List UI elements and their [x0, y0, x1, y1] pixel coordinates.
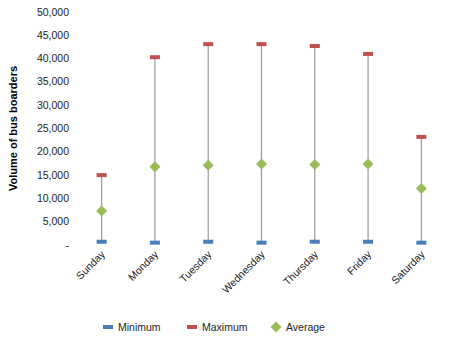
marker-diamond [256, 158, 267, 169]
x-tick-label: Wednesday [219, 247, 267, 295]
x-tick-label: Tuesday [177, 247, 214, 284]
legend-swatch [187, 325, 197, 329]
y-tick [71, 128, 75, 129]
legend-label: Minimum [118, 321, 161, 333]
y-tick [71, 175, 75, 176]
x-tick-label: Saturday [389, 247, 428, 286]
x-tick-label: Friday [344, 247, 374, 277]
range-line [314, 46, 315, 242]
y-axis-label: Volume of bus boarders [7, 66, 19, 191]
legend-swatch [271, 322, 282, 333]
y-tick [71, 81, 75, 82]
marker-dash [97, 240, 107, 244]
y-tick [71, 58, 75, 59]
marker-dash [416, 135, 426, 139]
y-tick [71, 245, 75, 246]
marker-diamond [363, 158, 374, 169]
y-tick-label: 5,000 [43, 215, 69, 227]
marker-dash [310, 44, 320, 48]
marker-dash [363, 240, 373, 244]
legend-label: Maximum [202, 321, 248, 333]
marker-dash [310, 240, 320, 244]
marker-dash [363, 52, 373, 56]
marker-diamond [96, 205, 107, 216]
range-line [367, 54, 368, 242]
y-tick [71, 198, 75, 199]
y-tick-label: 20,000 [37, 145, 69, 157]
legend-swatch [103, 325, 113, 329]
range-line [261, 44, 262, 243]
marker-dash [97, 173, 107, 177]
range-line [208, 44, 209, 242]
marker-dash [203, 42, 213, 46]
y-tick-label: 40,000 [37, 52, 69, 64]
range-line [154, 57, 155, 242]
marker-dash [150, 241, 160, 245]
y-tick-label: 15,000 [37, 169, 69, 181]
y-tick-label: - [66, 239, 70, 251]
marker-dash [150, 55, 160, 59]
legend-label: Average [286, 321, 325, 333]
marker-diamond [309, 159, 320, 170]
y-tick [71, 35, 75, 36]
y-tick [71, 221, 75, 222]
y-tick-label: 50,000 [37, 6, 69, 18]
x-tick-label: Sunday [73, 247, 107, 281]
y-tick [71, 12, 75, 13]
marker-dash [416, 241, 426, 245]
marker-diamond [149, 161, 160, 172]
y-tick-label: 10,000 [37, 192, 69, 204]
y-tick [71, 105, 75, 106]
y-tick-label: 35,000 [37, 75, 69, 87]
chart: - 5,000 10,000 15,000 20,000 25,000 30,000 35,0… [0, 0, 450, 343]
marker-dash [257, 42, 267, 46]
marker-diamond [203, 160, 214, 171]
marker-dash [203, 240, 213, 244]
y-tick [71, 151, 75, 152]
y-tick-label: 30,000 [37, 99, 69, 111]
x-tick-label: Thursday [281, 247, 321, 287]
x-tick-label: Monday [125, 247, 160, 282]
marker-diamond [416, 183, 427, 194]
marks [96, 42, 427, 245]
marker-dash [257, 241, 267, 245]
y-tick-label: 45,000 [37, 29, 69, 41]
y-tick-label: 25,000 [37, 122, 69, 134]
